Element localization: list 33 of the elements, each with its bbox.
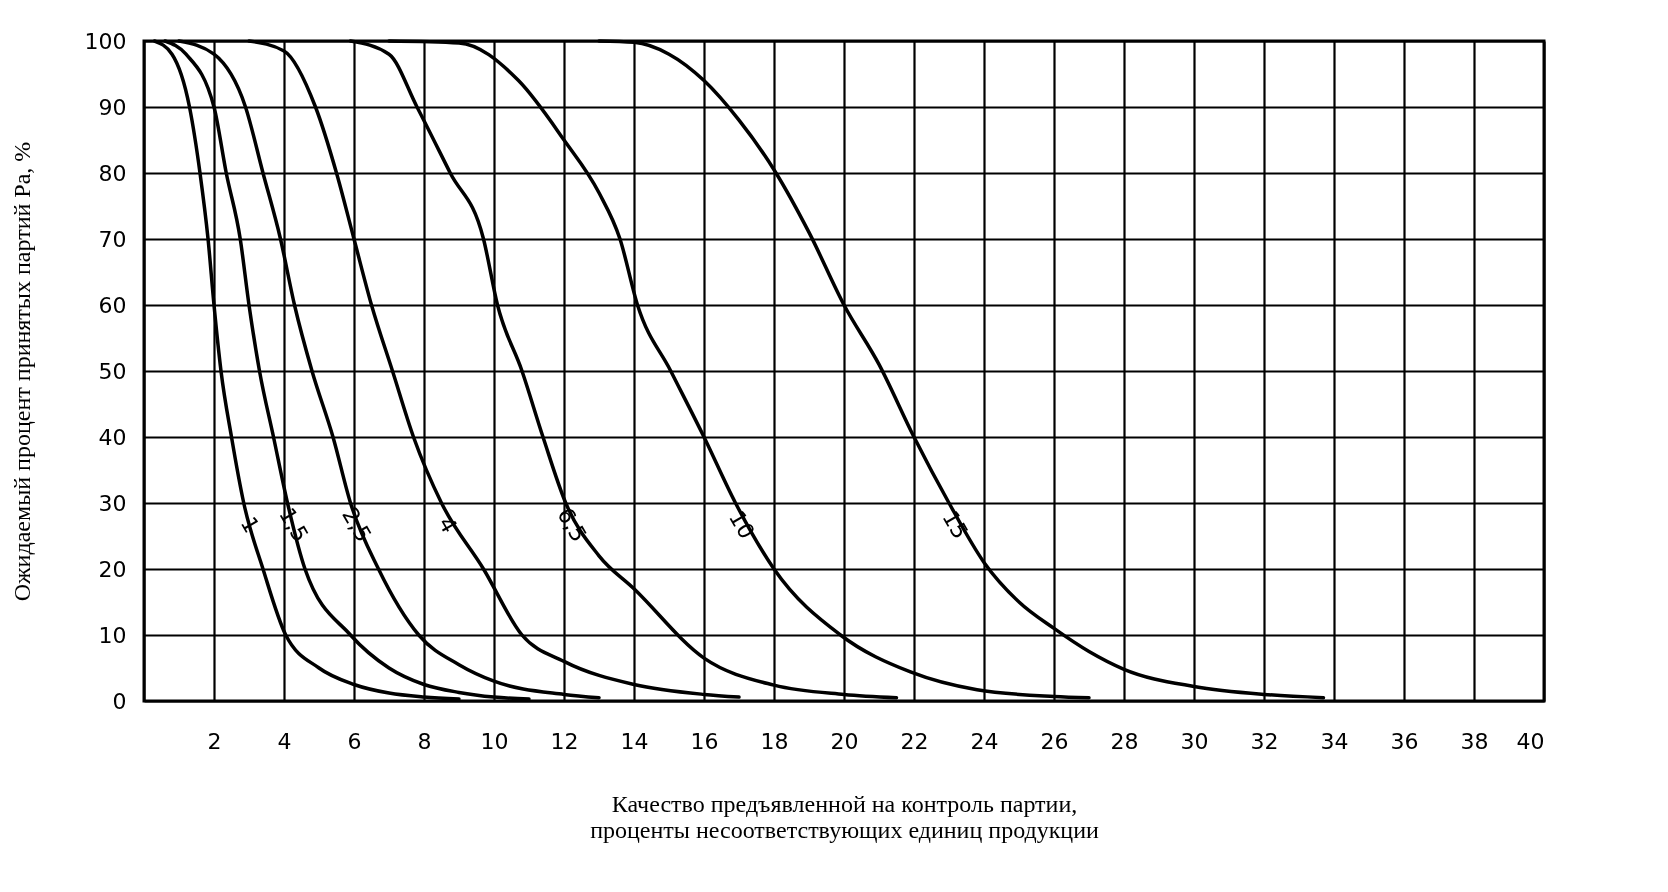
x-tick-label: 24 bbox=[970, 728, 999, 754]
x-tick-label: 30 bbox=[1180, 728, 1209, 754]
x-tick-label: 16 bbox=[690, 728, 719, 754]
y-tick-label: 90 bbox=[98, 94, 127, 120]
y-tick-label: 20 bbox=[98, 556, 127, 582]
x-tick-label: 40 bbox=[1516, 728, 1545, 754]
y-axis-title: Ожидаемый процент принятых партий Ра, % bbox=[8, 141, 35, 602]
y-tick-label: 100 bbox=[84, 28, 127, 54]
y-tick-label: 40 bbox=[98, 424, 127, 450]
x-tick-label: 26 bbox=[1040, 728, 1069, 754]
x-tick-label: 8 bbox=[417, 728, 432, 754]
x-axis-title: Качество предъявленной на контроль партии, проценты несоответствующих единиц продукции bbox=[590, 790, 1100, 843]
y-tick-label: 70 bbox=[98, 226, 127, 252]
y-tick-label: 80 bbox=[98, 160, 127, 186]
y-tick-label: 50 bbox=[98, 358, 127, 384]
x-tick-label: 28 bbox=[1110, 728, 1139, 754]
x-tick-label: 32 bbox=[1250, 728, 1279, 754]
y-tick-label: 30 bbox=[98, 490, 127, 516]
x-tick-label: 2 bbox=[207, 728, 222, 754]
x-tick-label: 22 bbox=[900, 728, 929, 754]
x-tick-label: 38 bbox=[1460, 728, 1489, 754]
x-tick-label: 12 bbox=[550, 728, 579, 754]
x-tick-label: 14 bbox=[620, 728, 649, 754]
x-tick-label: 34 bbox=[1320, 728, 1349, 754]
x-tick-label: 18 bbox=[760, 728, 789, 754]
x-tick-label: 4 bbox=[277, 728, 292, 754]
y-tick-label: 10 bbox=[98, 622, 127, 648]
y-tick-label: 0 bbox=[112, 688, 127, 714]
x-tick-label: 6 bbox=[347, 728, 362, 754]
x-tick-label: 20 bbox=[830, 728, 859, 754]
x-tick-label: 10 bbox=[480, 728, 509, 754]
y-tick-label: 60 bbox=[98, 292, 127, 318]
x-tick-label: 36 bbox=[1390, 728, 1419, 754]
